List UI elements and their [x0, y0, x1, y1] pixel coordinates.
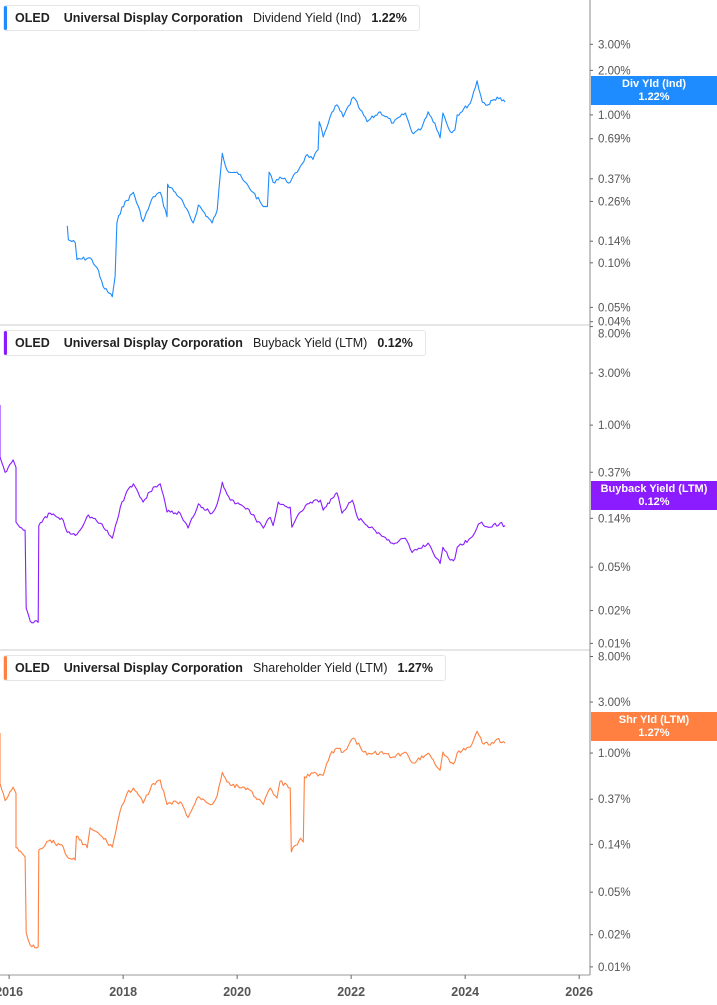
y-tick-label: 0.01%: [598, 962, 631, 974]
y-tick-label: 1.00%: [598, 110, 631, 122]
y-tick-label: 0.02%: [598, 930, 631, 942]
y-tick-label: 0.10%: [598, 258, 631, 270]
series-line-2: [0, 730, 506, 949]
y-tick-label: 2.00%: [598, 65, 631, 77]
y-tick-label: 0.05%: [598, 302, 631, 314]
company-name: Universal Display Corporation: [63, 336, 243, 350]
x-tick-label: 2026: [565, 985, 593, 999]
ticker: OLED: [15, 661, 50, 675]
y-tick-label: 3.00%: [598, 697, 631, 709]
metric-value: 0.12%: [377, 336, 413, 350]
x-tick-label: 2024: [451, 985, 479, 999]
y-tick-label: 8.00%: [598, 329, 631, 341]
metric-name: Buyback Yield (LTM): [252, 336, 368, 350]
metric-value: 1.22%: [371, 11, 407, 25]
y-tick-label: 0.37%: [598, 467, 631, 479]
y-tick-label: 8.00%: [598, 651, 631, 663]
y-tick-label: 0.01%: [598, 638, 631, 650]
shareholder-header: OLED Universal Display Corporation Share…: [3, 655, 446, 681]
last-label-value: 0.12%: [638, 496, 670, 508]
series-color-bar: [4, 6, 7, 30]
metric-value: 1.27%: [397, 661, 433, 675]
y-tick-label: 0.69%: [598, 134, 631, 146]
dividend-last-value-label: Div Yld (Ind) 1.22%: [591, 76, 717, 105]
y-tick-label: 1.00%: [598, 748, 631, 760]
buyback-last-value-label: Buyback Yield (LTM) 0.12%: [591, 481, 717, 510]
series-color-bar: [4, 331, 7, 355]
x-tick-label: 2016: [0, 985, 23, 999]
series-line-1: [0, 405, 506, 624]
x-tick-label: 2022: [337, 985, 365, 999]
y-tick-label: 0.02%: [598, 606, 631, 618]
x-tick-label: 2018: [109, 985, 137, 999]
y-tick-label: 0.04%: [598, 317, 631, 329]
ticker: OLED: [15, 336, 50, 350]
y-tick-label: 0.14%: [598, 839, 631, 851]
metric-name: Dividend Yield (Ind): [252, 11, 362, 25]
last-label-value: 1.22%: [638, 91, 670, 103]
series-line-0: [66, 80, 506, 298]
y-tick-label: 3.00%: [598, 39, 631, 51]
y-tick-label: 0.37%: [598, 794, 631, 806]
last-label-name: Shr Yld (LTM): [618, 714, 690, 726]
y-tick-label: 1.00%: [598, 420, 631, 432]
dividend-header: OLED Universal Display Corporation Divid…: [3, 5, 420, 31]
y-tick-label: 0.05%: [598, 887, 631, 899]
last-label-name: Buyback Yield (LTM): [600, 483, 708, 495]
y-tick-label: 0.05%: [598, 562, 631, 574]
y-tick-label: 0.37%: [598, 174, 631, 186]
y-tick-label: 3.00%: [598, 368, 631, 380]
metric-name: Shareholder Yield (LTM): [252, 661, 388, 675]
y-tick-label: 0.14%: [598, 236, 631, 248]
buyback-header: OLED Universal Display Corporation Buyba…: [3, 330, 426, 356]
y-tick-label: 0.14%: [598, 513, 631, 525]
last-label-name: Div Yld (Ind): [622, 78, 686, 90]
y-tick-label: 0.26%: [598, 196, 631, 208]
shareholder-last-value-label: Shr Yld (LTM) 1.27%: [591, 712, 717, 741]
last-label-value: 1.27%: [638, 727, 670, 739]
x-tick-label: 2020: [223, 985, 251, 999]
series-color-bar: [4, 656, 7, 680]
ticker: OLED: [15, 11, 50, 25]
company-name: Universal Display Corporation: [63, 11, 243, 25]
company-name: Universal Display Corporation: [63, 661, 243, 675]
